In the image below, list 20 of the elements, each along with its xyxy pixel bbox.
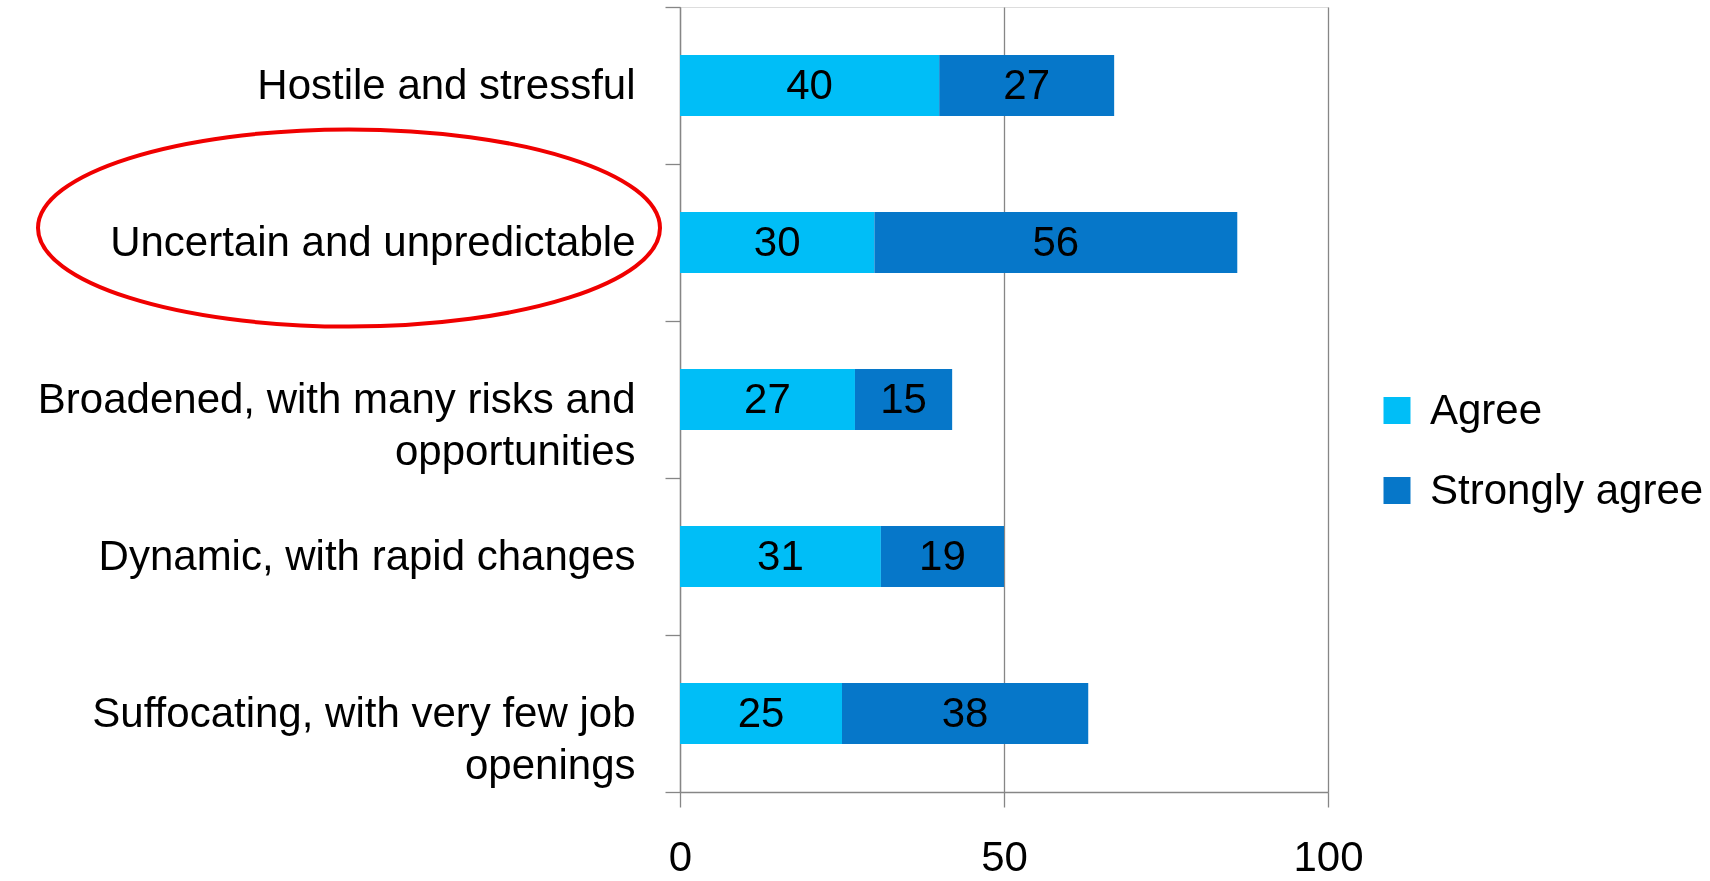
x-tick-label: 100 [1293, 832, 1364, 880]
data-label: 27 [1003, 60, 1051, 108]
y-tick-label: Broadened, with many risks and opportunities [37, 374, 636, 474]
y-tick-label: Dynamic, with rapid changes [98, 531, 636, 579]
data-label: 15 [880, 374, 927, 422]
data-label: 56 [1032, 217, 1080, 265]
x-tick-label: 50 [981, 832, 1028, 880]
y-tick-label: Hostile and stressful [257, 60, 636, 108]
data-label: 25 [737, 688, 785, 736]
legend-label: Agree [1430, 385, 1543, 433]
data-label: 19 [919, 531, 966, 579]
y-tick-label: Uncertain and unpredictable [110, 217, 636, 265]
y-tick-label: Suffocating, with very few job openings [92, 688, 636, 788]
data-label: 40 [786, 60, 833, 108]
x-tick-label: 0 [668, 832, 693, 880]
data-label: 30 [753, 217, 801, 265]
data-label: 31 [757, 531, 804, 579]
legend-label: Strongly agree [1430, 465, 1704, 513]
data-label: 38 [941, 688, 989, 736]
data-label: 27 [744, 374, 791, 422]
